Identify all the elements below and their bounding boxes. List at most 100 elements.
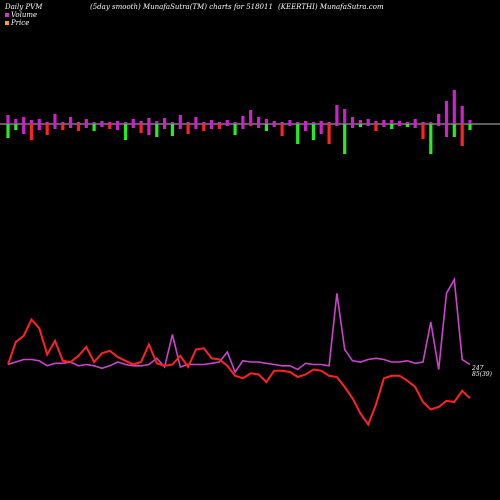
volume-bar-up	[272, 121, 276, 124]
volume-bar-up	[319, 121, 323, 124]
volume-bar-down	[437, 124, 441, 126]
price-end-label: 247	[471, 365, 484, 372]
volume-bar-up	[155, 121, 159, 124]
volume-bar-up	[397, 121, 402, 124]
volume-bar-down	[163, 124, 167, 129]
volume-bar-down	[350, 124, 355, 128]
volume-bar-down	[335, 124, 339, 126]
volume-bar-down	[194, 124, 198, 129]
volume-bar-down	[468, 124, 472, 130]
volume-bar-up	[374, 121, 378, 124]
volume-bar-up	[61, 122, 65, 124]
volume-bar-up	[421, 122, 425, 124]
volume-bar-down	[45, 124, 49, 135]
legend-price-label: Price	[10, 19, 29, 27]
volume-bar-up	[327, 122, 331, 124]
volume-bar-up	[186, 122, 190, 124]
volume-bar-up	[405, 122, 409, 124]
volume-bar-up	[6, 115, 10, 124]
volume-bar-up	[84, 119, 88, 124]
volume-bar-up	[116, 121, 120, 124]
volume-bar-down	[288, 124, 292, 126]
volume-bar-down	[452, 124, 456, 137]
volume-bar-down	[358, 124, 362, 127]
volume-bar-down	[53, 124, 57, 129]
volume-bar-up	[131, 119, 135, 124]
volume-bar-down	[257, 124, 261, 128]
volume-bar-up	[92, 122, 96, 124]
volume-bar-up	[147, 118, 151, 124]
volume-bar-down	[108, 124, 112, 129]
volume-bar-down	[6, 124, 10, 138]
volume-bar-up	[280, 122, 284, 124]
volume-bar-down	[178, 124, 182, 129]
volume-bar-down	[264, 124, 268, 131]
volume-bar-up	[460, 106, 464, 124]
volume-bar-down	[249, 124, 253, 126]
volume-bar-up	[444, 101, 449, 124]
volume-bar-up	[358, 120, 362, 124]
volume-bar-down	[272, 124, 276, 127]
volume-bar-up	[390, 120, 394, 124]
volume-bar-up	[343, 109, 347, 124]
volume-bar-up	[69, 117, 73, 124]
volume-bar-up	[37, 119, 41, 124]
volume-bar-down	[343, 124, 347, 154]
volume-bar-down	[202, 124, 206, 131]
volume-bar-up	[194, 117, 198, 124]
volume-bar-down	[61, 124, 65, 130]
volume-bar-up	[335, 105, 339, 124]
volume-bar-up	[350, 117, 355, 124]
volume-bar-up	[210, 120, 214, 124]
volume-bar-down	[22, 124, 26, 134]
volume-bar-down	[37, 124, 41, 130]
header-center: (5day smooth) MunafaSutra(TM) charts for…	[90, 3, 273, 11]
volume-bar-down	[296, 124, 300, 144]
volume-bar-up	[108, 122, 112, 124]
header-right: (KEERTHI) MunafaSutra.com	[278, 3, 384, 11]
volume-bar-up	[202, 122, 206, 124]
volume-bar-up	[123, 122, 128, 124]
volume-bar-up	[100, 121, 104, 124]
volume-bar-down	[397, 124, 402, 126]
volume-bar-down	[116, 124, 120, 130]
volume-bar-up	[257, 117, 261, 124]
volume-bar-down	[155, 124, 159, 137]
volume-bar-up	[178, 115, 182, 124]
volume-bar-down	[429, 124, 433, 154]
volume-bar-up	[139, 121, 143, 124]
volume-bar-down	[413, 124, 417, 128]
volume-bar-up	[14, 119, 18, 124]
volume-bar-down	[405, 124, 409, 127]
volume-bar-up	[296, 122, 300, 124]
volume-bar-down	[100, 124, 104, 127]
volume-bar-up	[170, 122, 174, 124]
volume-bar-down	[311, 124, 315, 140]
volume-bar-up	[249, 110, 253, 124]
volume-bar-down	[280, 124, 284, 136]
legend-price-swatch	[5, 21, 9, 25]
legend-volume-label: Volume	[11, 11, 37, 19]
volume-bars	[6, 90, 472, 154]
header-left: Daily PVM	[4, 3, 43, 11]
volume-bar-up	[304, 121, 308, 124]
volume-bar-up	[217, 122, 221, 124]
volume-bar-down	[225, 124, 229, 126]
volume-bar-up	[452, 90, 456, 124]
volume-bar-up	[311, 122, 315, 124]
volume-bar-up	[468, 120, 472, 124]
volume-bar-down	[123, 124, 128, 140]
volume-bar-down	[460, 124, 464, 146]
volume-bar-down	[170, 124, 174, 136]
volume-bar-up	[241, 116, 245, 124]
volume-bar-down	[139, 124, 143, 133]
volume-bar-up	[413, 119, 417, 124]
volume-bar-up	[429, 122, 433, 124]
volume-bar-down	[147, 124, 151, 135]
volume-bar-down	[92, 124, 96, 131]
volume-bar-up	[53, 114, 57, 124]
volume-bar-up	[288, 120, 292, 124]
volume-bar-up	[437, 114, 441, 124]
